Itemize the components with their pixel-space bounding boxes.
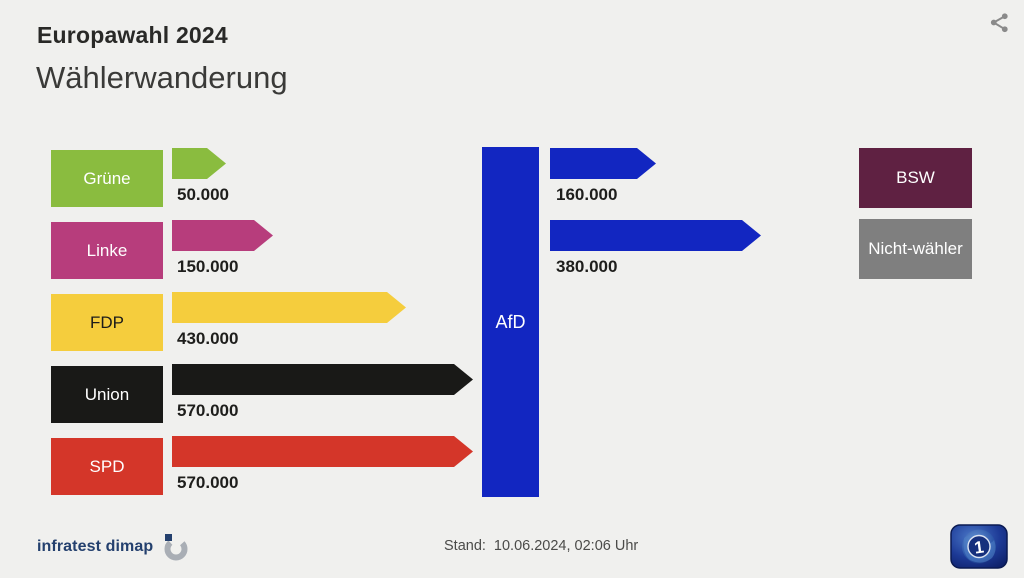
outflow-arrow-nichtwähler xyxy=(550,220,761,251)
inflow-value-spd: 570.000 xyxy=(177,473,239,492)
party-box-linke: Linke xyxy=(51,222,163,279)
stand-value: 10.06.2024, 02:06 Uhr xyxy=(493,538,639,554)
source-credit: infratest dimap xyxy=(37,532,189,562)
share-icon xyxy=(988,11,1011,34)
center-node-afd: AfD xyxy=(482,147,539,497)
source-name: infratest dimap xyxy=(37,538,154,555)
inflow-value-fdp: 430.000 xyxy=(177,329,239,348)
ard-globe-icon: 1 xyxy=(950,524,1008,569)
party-box-bsw: BSW xyxy=(859,148,972,208)
inflow-value-linke: 150.000 xyxy=(177,257,239,276)
inflow-arrow-fdp xyxy=(172,292,406,323)
share-button[interactable] xyxy=(986,9,1012,35)
outflow-arrow-bsw xyxy=(550,148,656,179)
outflow-value-bsw: 160.000 xyxy=(556,185,618,204)
inflow-arrow-spd xyxy=(172,436,473,467)
party-label-line: BSW xyxy=(896,168,935,188)
party-box-fdp: FDP xyxy=(51,294,163,351)
party-box-grüne: Grüne xyxy=(51,150,163,207)
svg-text:1: 1 xyxy=(973,537,985,557)
inflow-arrow-linke xyxy=(172,220,273,251)
status-timestamp: Stand: 10.06.2024, 02:06 Uhr xyxy=(444,538,638,554)
infratest-dimap-logo-icon xyxy=(161,532,189,562)
party-label-line: Nicht- xyxy=(868,239,913,259)
party-label-line: wähler xyxy=(912,239,963,259)
inflow-arrow-union xyxy=(172,364,473,395)
inflow-value-union: 570.000 xyxy=(177,401,239,420)
party-box-nichtwähler: Nicht-wähler xyxy=(859,219,972,279)
inflow-arrow-grüne xyxy=(172,148,226,179)
chart-title: Wählerwanderung xyxy=(36,60,288,95)
page-title: Europawahl 2024 xyxy=(37,22,228,48)
party-box-union: Union xyxy=(51,366,163,423)
stand-label: Stand: xyxy=(444,538,486,554)
outflow-value-nichtwähler: 380.000 xyxy=(556,257,618,276)
inflow-value-grüne: 50.000 xyxy=(177,185,229,204)
party-box-spd: SPD xyxy=(51,438,163,495)
